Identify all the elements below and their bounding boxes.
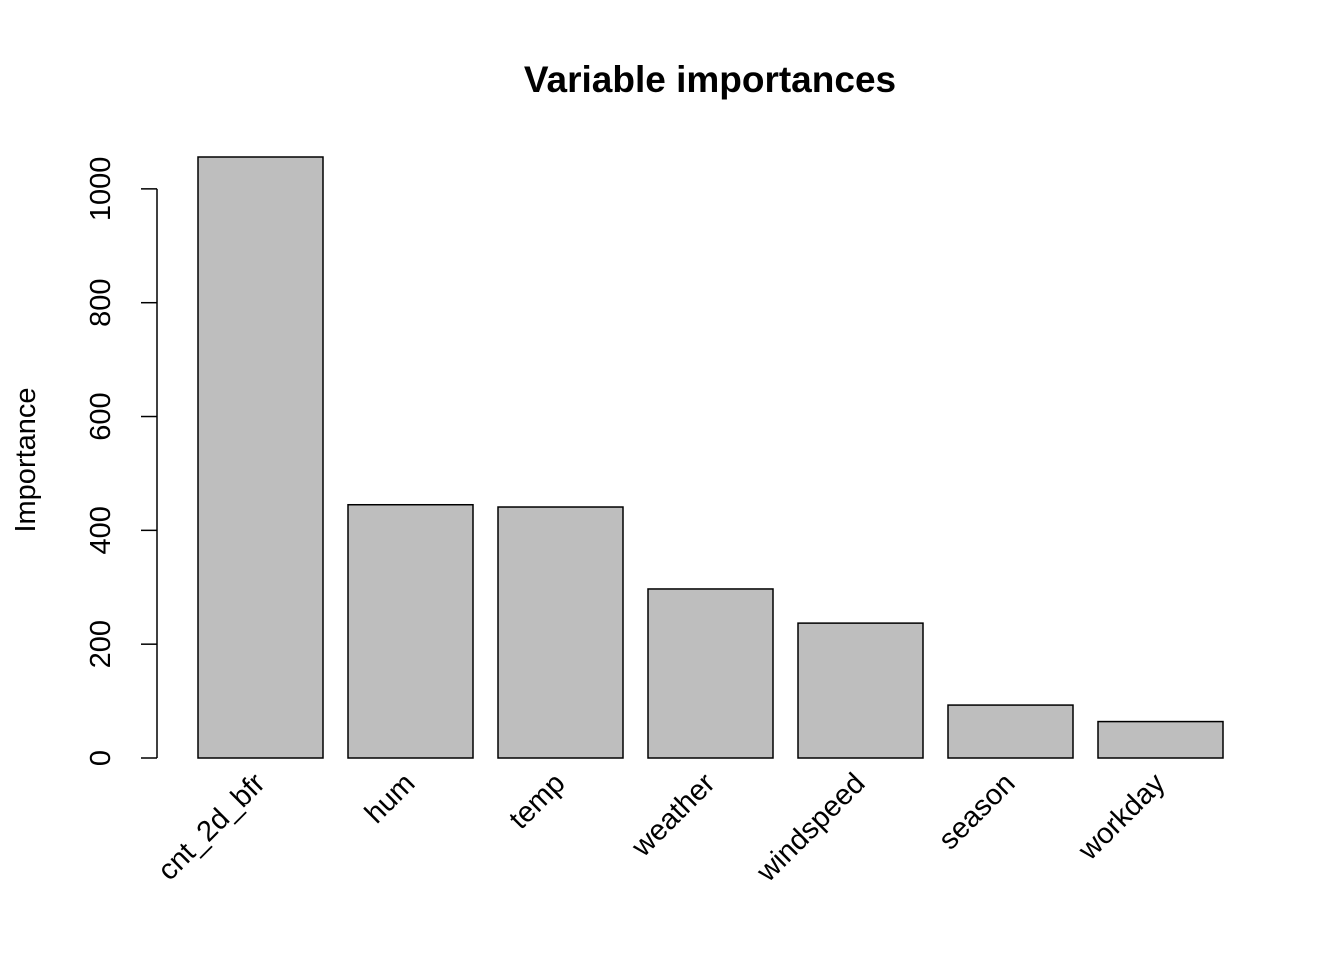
bar-season xyxy=(947,704,1074,759)
y-tick-label: 0 xyxy=(85,750,117,766)
x-category-label: workday xyxy=(1072,767,1172,867)
bar-hum xyxy=(347,503,474,759)
x-category-label: cnt_2d_bfr xyxy=(152,767,272,887)
y-tick-label: 200 xyxy=(85,620,117,668)
y-tick-label: 600 xyxy=(85,392,117,440)
bars-group xyxy=(197,156,1224,759)
x-category-label: temp xyxy=(503,767,571,835)
y-tick-label: 400 xyxy=(85,506,117,554)
y-tick-label: 800 xyxy=(85,279,117,327)
bar-cnt_2d_bfr xyxy=(197,156,324,759)
x-axis-labels: cnt_2d_bfr hum temp weather windspeed season w… xyxy=(152,767,1172,889)
bar-windspeed xyxy=(797,622,924,759)
bar-temp xyxy=(497,506,624,759)
bar-weather xyxy=(647,588,774,759)
x-category-label: hum xyxy=(359,767,422,830)
y-tick-label: 1000 xyxy=(85,157,117,222)
bar-workday xyxy=(1097,720,1224,759)
x-category-label: windspeed xyxy=(750,767,871,888)
x-category-label: weather xyxy=(625,767,722,864)
chart-title: Variable importances xyxy=(524,59,896,100)
x-category-label: season xyxy=(933,767,1022,856)
y-axis: 0 200 400 600 800 1000 xyxy=(85,157,158,766)
y-axis-label: Importance xyxy=(10,387,42,532)
